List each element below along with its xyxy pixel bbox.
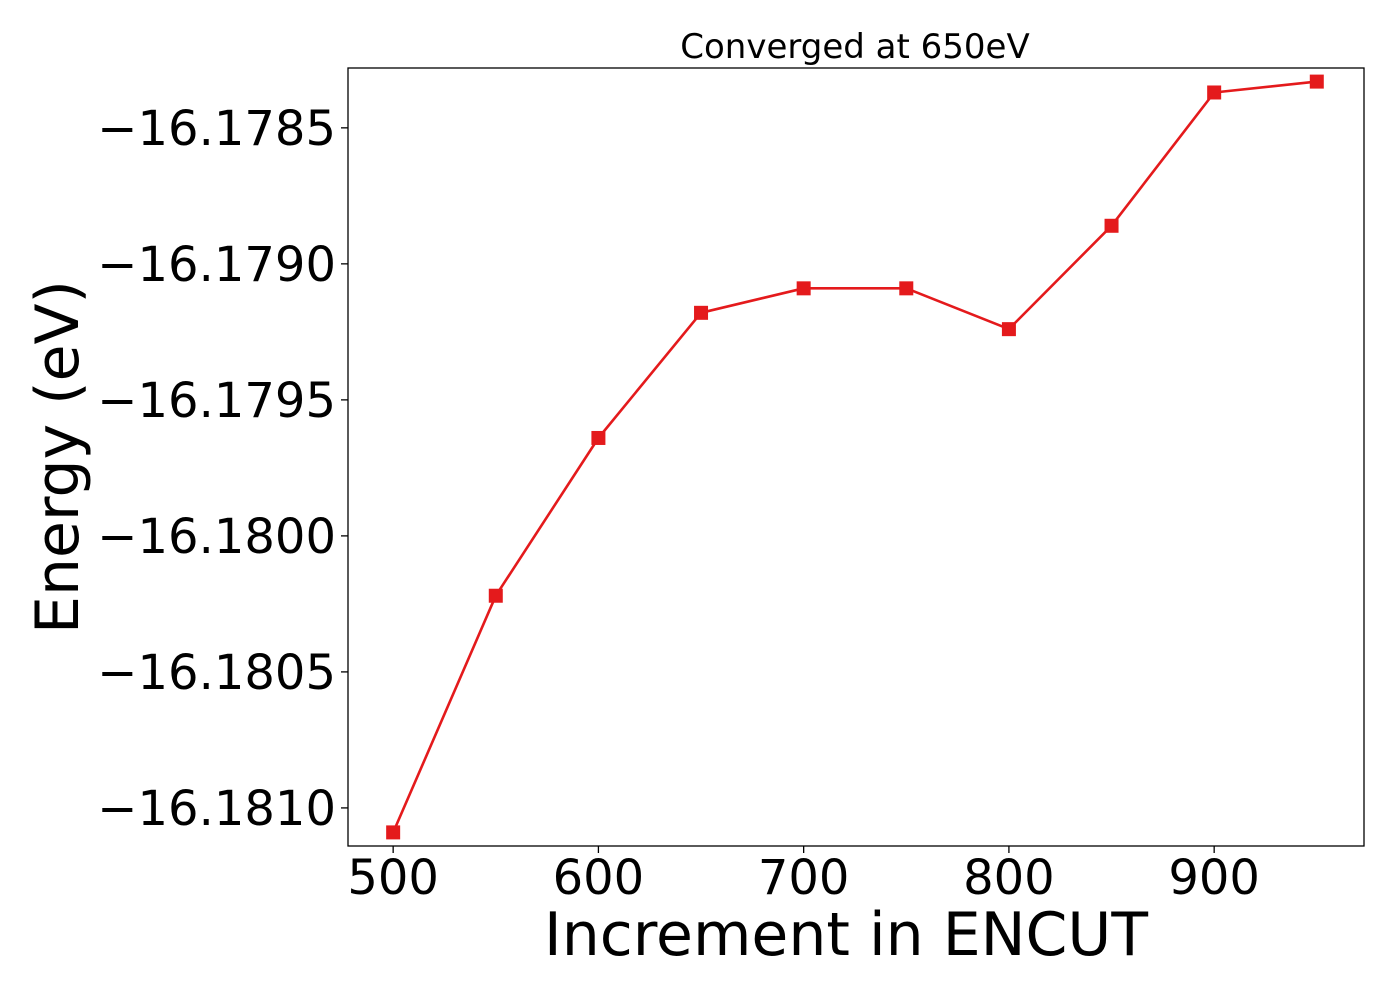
x-tick-label: 900 (1168, 850, 1260, 906)
x-tick-label: 500 (347, 850, 439, 906)
x-axis-ticks: 500 600 700 800 900 (347, 846, 1260, 906)
data-point-marker (1104, 218, 1119, 233)
series-layer (386, 74, 1324, 840)
y-tick-label: −16.1790 (97, 237, 336, 293)
series-line (392, 80, 1317, 833)
chart-title: Converged at 650eV (680, 27, 1029, 67)
y-tick-label: −16.1800 (97, 509, 336, 565)
y-tick-label: −16.1785 (97, 101, 336, 157)
data-point-marker (1309, 74, 1324, 89)
x-tick-label: 600 (553, 850, 645, 906)
data-point-marker (694, 305, 709, 320)
x-tick-label: 700 (758, 850, 850, 906)
data-point-marker (899, 281, 914, 296)
data-point-marker (386, 825, 401, 840)
y-axis-ticks: −16.1785 −16.1790 −16.1795 −16.1800 −16.1805… (97, 101, 348, 837)
x-axis-label: Increment in ENCUT (544, 900, 1148, 970)
data-point-marker (591, 430, 606, 445)
y-tick-label: −16.1795 (97, 373, 336, 429)
data-point-marker (796, 281, 811, 296)
data-point-marker (1001, 322, 1016, 337)
data-point-marker (1207, 85, 1222, 100)
data-point-marker (488, 588, 503, 603)
plot-area-frame (347, 67, 1365, 847)
y-axis-label: Energy (eV) (23, 280, 93, 634)
x-tick-label: 800 (963, 850, 1055, 906)
y-tick-label: −16.1810 (97, 781, 336, 837)
y-tick-label: −16.1805 (97, 645, 336, 701)
